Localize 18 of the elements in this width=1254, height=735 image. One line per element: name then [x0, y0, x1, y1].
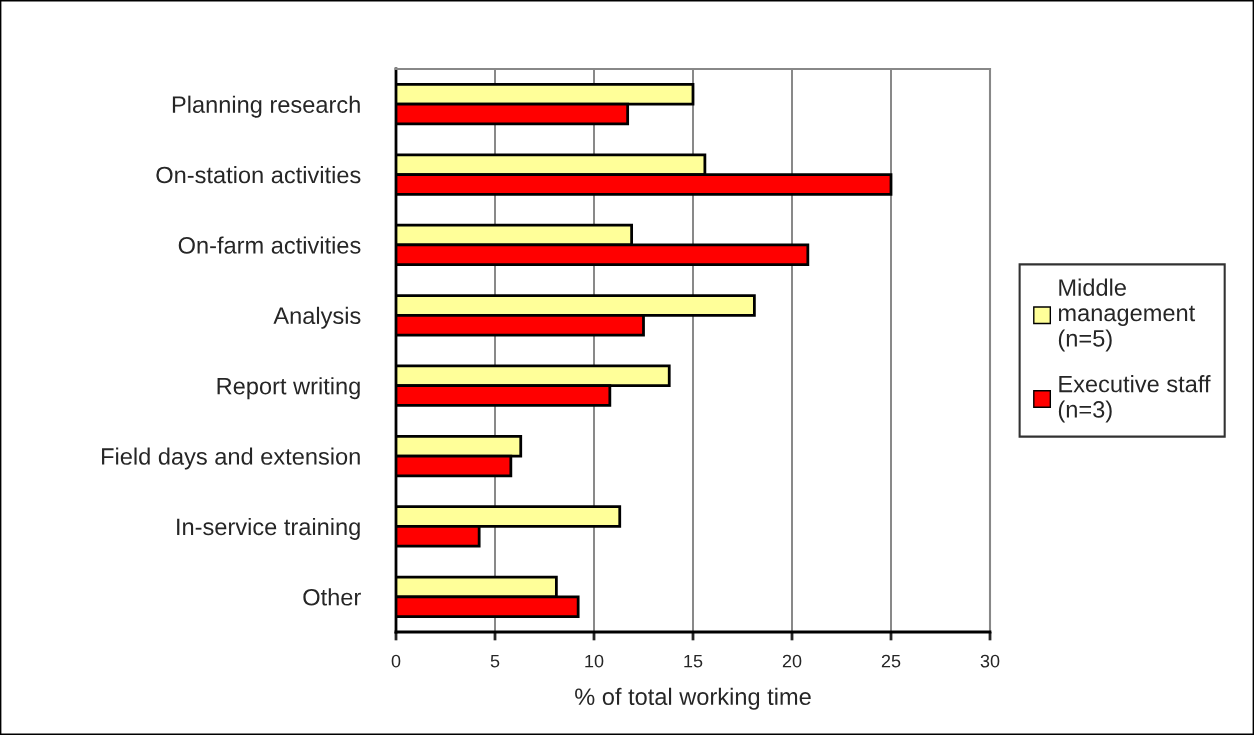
y-tick-label: Report writing — [217, 377, 360, 400]
y-tick-label: Field days and extension — [102, 447, 360, 470]
x-tick-label: 5 — [490, 654, 500, 668]
x-tick-label: 25 — [881, 654, 901, 668]
y-tick-label: Planning research — [172, 95, 360, 118]
y-tick-label: On-farm activities — [178, 236, 361, 254]
x-tick-label: 0 — [391, 654, 401, 668]
x-tick-label: 15 — [684, 654, 703, 668]
y-tick-label: In-service training — [177, 517, 360, 540]
y-tick-label: On-station activities — [156, 166, 361, 184]
x-tick-label: 20 — [782, 654, 802, 668]
y-tick-label: Other — [303, 588, 361, 606]
legend-label: Middle management (n=5) — [1058, 278, 1196, 352]
x-axis-title: % of total working time — [575, 687, 811, 710]
y-tick-label: Analysis — [273, 306, 361, 329]
legend-label: Executive staff (n=3) — [1058, 375, 1211, 423]
x-tick-label: 30 — [980, 654, 1000, 668]
x-tick-label: 10 — [585, 654, 604, 668]
